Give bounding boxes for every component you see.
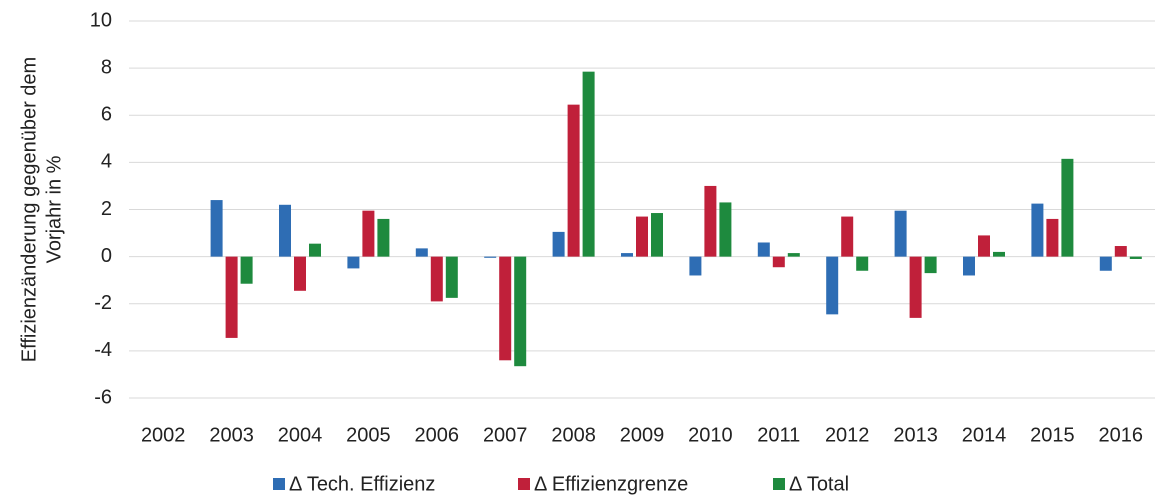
x-tick-label: 2006 bbox=[415, 424, 460, 446]
bar bbox=[772, 256, 785, 268]
bar bbox=[1099, 256, 1112, 271]
x-tick-label: 2005 bbox=[346, 424, 391, 446]
y-tick-label: 0 bbox=[101, 245, 112, 267]
y-tick-label: 2 bbox=[101, 198, 112, 220]
x-tick-label: 2016 bbox=[1099, 424, 1144, 446]
bar bbox=[909, 256, 922, 318]
x-tick-label: 2012 bbox=[825, 424, 870, 446]
legend-swatch bbox=[518, 478, 530, 490]
bar bbox=[567, 104, 580, 257]
bar bbox=[924, 256, 937, 274]
bar bbox=[445, 256, 458, 298]
bar bbox=[704, 185, 717, 257]
legend-label: Δ Effizienzgrenze bbox=[534, 473, 688, 495]
x-tick-label: 2011 bbox=[757, 424, 800, 446]
legend-label: Δ Tech. Effizienz bbox=[289, 473, 435, 495]
y-tick-label: 10 bbox=[90, 9, 112, 31]
y-tick-label: 4 bbox=[101, 151, 112, 173]
x-tick-label: 2008 bbox=[551, 424, 596, 446]
y-tick-label: -4 bbox=[94, 339, 112, 361]
bar bbox=[1031, 203, 1044, 257]
x-tick-label: 2004 bbox=[278, 424, 323, 446]
bar bbox=[719, 202, 732, 257]
bar bbox=[499, 256, 512, 361]
y-axis-label: Vorjahr in % bbox=[43, 155, 65, 263]
x-tick-label: 2007 bbox=[483, 424, 528, 446]
bar bbox=[826, 256, 839, 315]
bar bbox=[689, 256, 702, 276]
bar bbox=[993, 251, 1005, 257]
bar bbox=[377, 218, 390, 257]
bar bbox=[225, 256, 238, 338]
bar bbox=[347, 256, 360, 269]
x-tick-label: 2009 bbox=[620, 424, 665, 446]
legend-swatch bbox=[773, 478, 785, 490]
bar bbox=[552, 231, 565, 257]
bar bbox=[894, 210, 907, 257]
bar bbox=[240, 256, 253, 284]
legend-label: Δ Total bbox=[789, 473, 849, 495]
bar bbox=[1061, 158, 1074, 257]
x-tick-label: 2014 bbox=[962, 424, 1007, 446]
bar bbox=[279, 204, 291, 257]
bar bbox=[484, 256, 497, 258]
bar bbox=[621, 253, 633, 257]
bar bbox=[294, 256, 306, 291]
bar bbox=[362, 210, 375, 257]
y-tick-label: -2 bbox=[94, 292, 112, 314]
y-tick-label: 8 bbox=[101, 56, 112, 78]
bar bbox=[210, 200, 223, 257]
bar bbox=[963, 256, 975, 276]
bar bbox=[309, 243, 321, 257]
y-axis-label: Effizienzänderung gegenüber dem bbox=[18, 57, 40, 362]
bar bbox=[1129, 256, 1142, 259]
x-tick-label: 2013 bbox=[893, 424, 938, 446]
bar bbox=[841, 216, 854, 257]
bar bbox=[415, 248, 428, 257]
bar bbox=[430, 256, 443, 302]
y-tick-label: -6 bbox=[94, 386, 112, 408]
bar bbox=[582, 71, 595, 257]
x-tick-label: 2002 bbox=[141, 424, 186, 446]
bar bbox=[1114, 246, 1127, 257]
bar bbox=[1046, 218, 1059, 257]
y-tick-label: 6 bbox=[101, 104, 112, 126]
bar bbox=[787, 253, 800, 257]
bar bbox=[636, 216, 648, 257]
bar bbox=[651, 213, 663, 257]
bar bbox=[757, 242, 770, 257]
bar bbox=[856, 256, 869, 271]
bar bbox=[978, 235, 990, 257]
x-tick-label: 2010 bbox=[688, 424, 733, 446]
x-tick-label: 2003 bbox=[209, 424, 254, 446]
bar bbox=[514, 256, 527, 367]
x-tick-label: 2015 bbox=[1030, 424, 1075, 446]
legend-swatch bbox=[273, 478, 285, 490]
